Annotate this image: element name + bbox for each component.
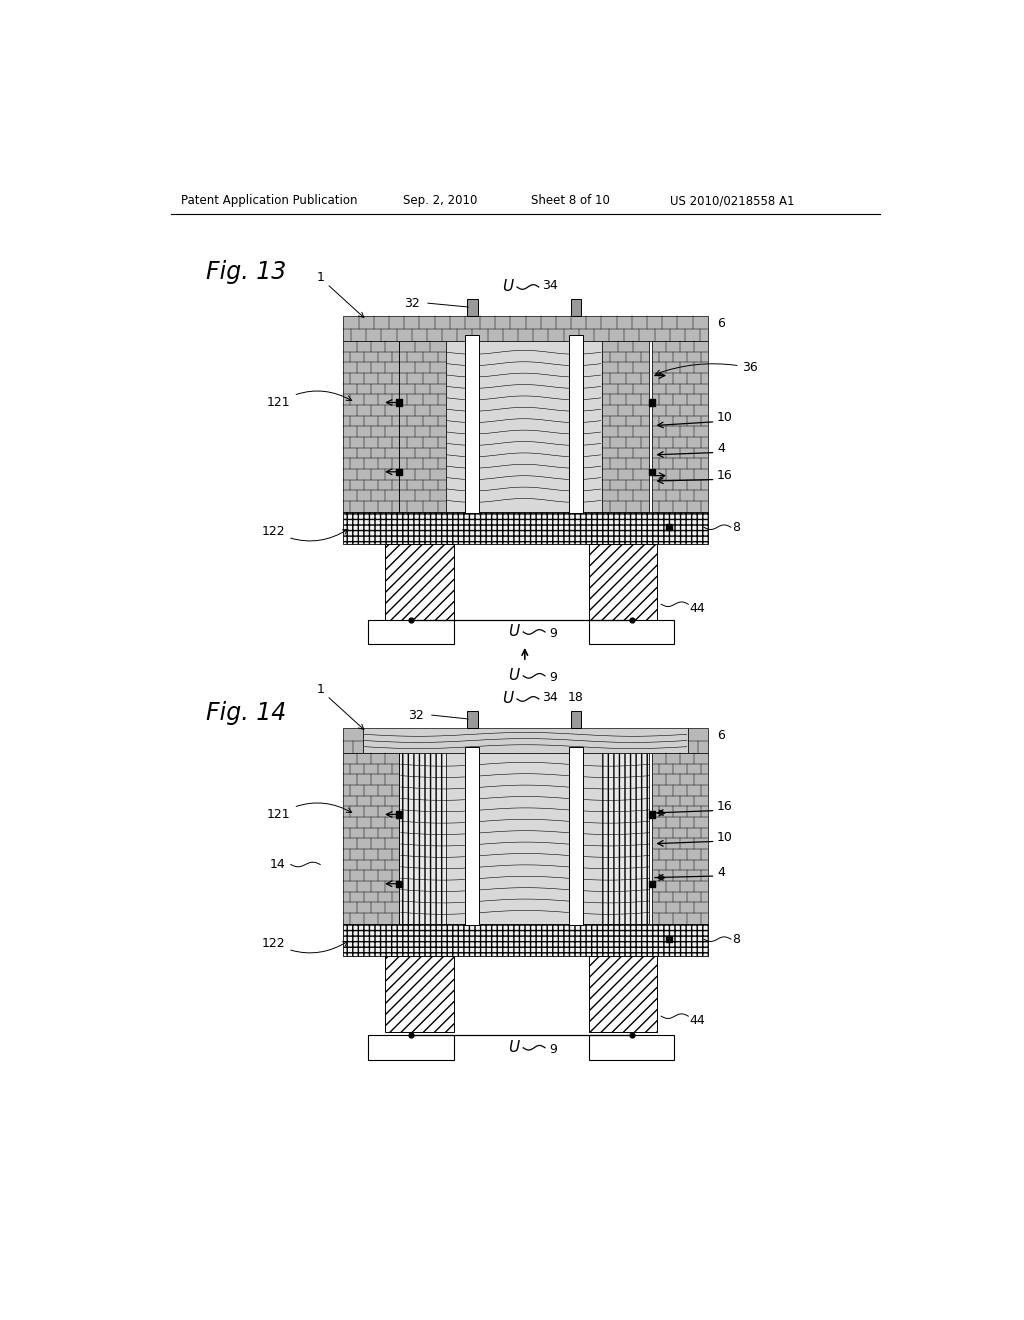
Bar bbox=[649, 752, 652, 924]
Text: 8: 8 bbox=[732, 933, 740, 945]
Bar bbox=[396, 880, 402, 887]
Bar bbox=[343, 729, 362, 752]
Bar bbox=[649, 812, 655, 817]
Bar bbox=[570, 300, 582, 317]
Bar bbox=[589, 1035, 675, 1060]
Bar bbox=[666, 524, 672, 531]
Bar bbox=[369, 619, 454, 644]
Bar bbox=[569, 335, 583, 513]
Text: U: U bbox=[502, 280, 513, 294]
Text: 6: 6 bbox=[717, 730, 725, 742]
Bar bbox=[343, 317, 708, 341]
Text: 122: 122 bbox=[262, 524, 348, 541]
Text: 6: 6 bbox=[717, 317, 725, 330]
Bar bbox=[666, 936, 672, 942]
Bar bbox=[589, 956, 657, 1032]
Bar bbox=[649, 400, 655, 405]
Bar bbox=[396, 469, 402, 475]
Text: U: U bbox=[508, 1040, 519, 1055]
Bar bbox=[569, 747, 583, 925]
Bar bbox=[467, 300, 477, 317]
Text: 9: 9 bbox=[550, 671, 557, 684]
Text: U: U bbox=[508, 668, 519, 684]
Text: 36: 36 bbox=[655, 362, 759, 375]
Text: 9: 9 bbox=[550, 627, 557, 640]
Text: 32: 32 bbox=[409, 709, 424, 722]
Text: 9: 9 bbox=[550, 1043, 557, 1056]
Bar bbox=[589, 619, 675, 644]
Bar bbox=[688, 729, 708, 752]
Text: 4: 4 bbox=[717, 866, 725, 879]
Text: 44: 44 bbox=[690, 1014, 706, 1027]
Bar bbox=[343, 341, 399, 512]
Bar bbox=[399, 752, 652, 924]
Text: 10: 10 bbox=[717, 832, 733, 843]
Bar bbox=[649, 880, 655, 887]
Text: Fig. 14: Fig. 14 bbox=[206, 701, 286, 725]
Bar bbox=[369, 1035, 454, 1060]
Bar bbox=[467, 711, 477, 729]
Text: 122: 122 bbox=[262, 936, 348, 953]
Bar bbox=[570, 711, 582, 729]
Text: 16: 16 bbox=[717, 800, 733, 813]
Bar bbox=[589, 544, 657, 619]
Bar bbox=[396, 812, 402, 817]
Text: 14: 14 bbox=[269, 858, 286, 871]
Text: 4: 4 bbox=[717, 442, 725, 455]
Bar bbox=[602, 341, 649, 512]
Text: US 2010/0218558 A1: US 2010/0218558 A1 bbox=[671, 194, 795, 207]
Text: 32: 32 bbox=[404, 297, 420, 310]
Text: 34: 34 bbox=[542, 279, 558, 292]
Bar bbox=[343, 512, 708, 544]
Text: Fig. 13: Fig. 13 bbox=[206, 260, 286, 284]
Bar bbox=[602, 752, 649, 924]
Text: U: U bbox=[502, 692, 513, 706]
Bar bbox=[465, 335, 479, 513]
Bar bbox=[343, 752, 399, 924]
Bar bbox=[343, 924, 708, 956]
Text: 8: 8 bbox=[732, 520, 740, 533]
Bar bbox=[362, 729, 688, 752]
Bar bbox=[399, 752, 445, 924]
Bar bbox=[465, 747, 479, 925]
Text: 44: 44 bbox=[690, 602, 706, 615]
Text: U: U bbox=[508, 624, 519, 639]
Bar bbox=[649, 469, 655, 475]
Text: Sep. 2, 2010: Sep. 2, 2010 bbox=[403, 194, 477, 207]
Bar bbox=[445, 341, 602, 512]
Text: 16: 16 bbox=[717, 469, 733, 482]
Bar bbox=[399, 341, 445, 512]
Text: 1: 1 bbox=[316, 271, 364, 318]
Bar bbox=[385, 956, 454, 1032]
Text: 121: 121 bbox=[267, 803, 351, 821]
Text: Patent Application Publication: Patent Application Publication bbox=[180, 194, 357, 207]
Bar bbox=[652, 752, 708, 924]
Bar bbox=[385, 544, 454, 619]
Bar bbox=[649, 341, 652, 512]
Text: Sheet 8 of 10: Sheet 8 of 10 bbox=[531, 194, 610, 207]
Text: 121: 121 bbox=[267, 391, 351, 409]
Text: 34: 34 bbox=[542, 690, 558, 704]
Text: 10: 10 bbox=[717, 412, 733, 425]
Text: 1: 1 bbox=[316, 684, 364, 730]
Bar bbox=[652, 341, 708, 512]
Text: 18: 18 bbox=[567, 690, 584, 704]
Bar bbox=[396, 400, 402, 405]
